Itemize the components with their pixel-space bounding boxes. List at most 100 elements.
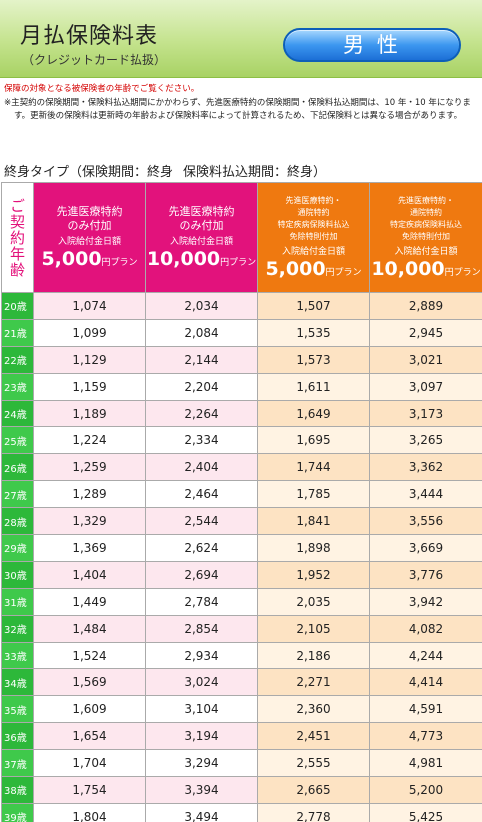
premium-cell: 2,084 xyxy=(145,318,258,347)
premium-cell: 3,024 xyxy=(145,668,258,697)
table-row: 35歳 1,609 3,104 2,360 4,591 xyxy=(1,695,482,724)
plan-benefit: 入院給付金日額 xyxy=(169,237,233,247)
gender-male-button[interactable]: 男 性 xyxy=(283,28,461,62)
age-cell: 37歳 xyxy=(1,749,34,778)
premium-cell: 1,404 xyxy=(33,560,146,589)
age-cell: 39歳 xyxy=(1,802,34,822)
plan-unit: 円プラン xyxy=(444,268,481,278)
age-cell: 24歳 xyxy=(1,399,34,428)
premium-cell: 3,444 xyxy=(369,480,482,509)
premium-cell: 1,289 xyxy=(33,480,146,509)
premium-cell: 4,414 xyxy=(369,668,482,697)
premium-cell: 1,099 xyxy=(33,318,146,347)
plan-header-5000-full: 先進医療特約・ 通院特約 特定疾病保険料払込 免除特則付加 入院給付金日額 5,… xyxy=(257,182,370,293)
age-cell: 28歳 xyxy=(1,507,34,536)
premium-cell: 2,451 xyxy=(257,722,370,751)
table-row: 38歳 1,754 3,394 2,665 5,200 xyxy=(1,776,482,804)
age-cell: 27歳 xyxy=(1,480,34,509)
plan-header-10000-full: 先進医療特約・ 通院特約 特定疾病保険料払込 免除特則付加 入院給付金日額 10… xyxy=(369,182,482,293)
premium-cell: 3,942 xyxy=(369,587,482,616)
premium-cell: 2,105 xyxy=(257,614,370,643)
premium-cell: 2,271 xyxy=(257,668,370,697)
premium-cell: 3,494 xyxy=(145,802,258,822)
premium-cell: 4,244 xyxy=(369,641,482,670)
section-title: 終身タイプ（保険期間：終身 保険料払込期間：終身） xyxy=(4,161,326,180)
plan-line1: 先進医療特約 xyxy=(56,205,123,218)
premium-cell: 2,778 xyxy=(257,802,370,822)
table-row: 27歳 1,289 2,464 1,785 3,444 xyxy=(1,480,482,509)
plan-unit: 円プラン xyxy=(325,268,362,278)
premium-cell: 4,591 xyxy=(369,695,482,724)
plan-line2: のみ付加 xyxy=(179,219,224,232)
plan-line2: 通院特約 xyxy=(297,208,330,217)
premium-cell: 3,394 xyxy=(145,776,258,804)
page-header: 月払保険料表 （クレジットカード払扱） 男 性 xyxy=(0,0,482,78)
plan-line4: 免除特則付加 xyxy=(402,232,450,241)
plan-amount: 5,000 xyxy=(265,258,326,280)
premium-cell: 1,189 xyxy=(33,399,146,428)
premium-cell: 1,507 xyxy=(257,292,370,320)
age-cell: 36歳 xyxy=(1,722,34,751)
age-cell: 22歳 xyxy=(1,345,34,374)
plan-benefit: 入院給付金日額 xyxy=(57,237,121,247)
premium-cell: 3,669 xyxy=(369,534,482,562)
plan-header-5000-basic: 先進医療特約 のみ付加 入院給付金日額 5,000円プラン xyxy=(33,182,146,293)
page-title: 月払保険料表 xyxy=(20,24,159,49)
age-cell: 20歳 xyxy=(1,292,34,320)
premium-cell: 1,484 xyxy=(33,614,146,643)
premium-cell: 5,200 xyxy=(369,776,482,804)
plan-line1: 先進医療特約 xyxy=(168,205,235,218)
table-row: 32歳 1,484 2,854 2,105 4,082 xyxy=(1,614,482,643)
plan-line2: 通院特約 xyxy=(410,208,442,217)
age-cell: 29歳 xyxy=(1,534,34,562)
premium-cell: 1,649 xyxy=(257,399,370,428)
table-row: 20歳 1,074 2,034 1,507 2,889 xyxy=(1,292,482,320)
premium-cell: 2,264 xyxy=(145,399,258,428)
age-cell: 33歳 xyxy=(1,641,34,670)
plan-amount: 10,000 xyxy=(146,248,221,270)
premium-cell: 2,404 xyxy=(145,453,258,482)
plan-amount: 10,000 xyxy=(371,258,445,280)
premium-cell: 1,129 xyxy=(33,345,146,374)
premium-cell: 1,074 xyxy=(33,292,146,320)
table-row: 29歳 1,369 2,624 1,898 3,669 xyxy=(1,534,482,562)
age-column-header: ご契約年齢 xyxy=(1,182,34,293)
age-cell: 38歳 xyxy=(1,776,34,804)
premium-cell: 4,981 xyxy=(369,749,482,778)
plan-amount: 5,000 xyxy=(41,248,102,270)
notes: 保障の対象となる被保険者の年齢でご覧ください。 ※主契約の保険期間・保険料払込期… xyxy=(4,83,480,123)
premium-cell: 1,569 xyxy=(33,668,146,697)
premium-cell: 1,841 xyxy=(257,507,370,536)
table-row: 28歳 1,329 2,544 1,841 3,556 xyxy=(1,507,482,536)
premium-cell: 1,785 xyxy=(257,480,370,509)
plan-line2: のみ付加 xyxy=(67,219,112,232)
premium-cell: 3,294 xyxy=(145,749,258,778)
premium-cell: 1,952 xyxy=(257,560,370,589)
age-cell: 21歳 xyxy=(1,318,34,347)
premium-cell: 3,776 xyxy=(369,560,482,589)
age-cell: 30歳 xyxy=(1,560,34,589)
age-cell: 26歳 xyxy=(1,453,34,482)
premium-cell: 2,186 xyxy=(257,641,370,670)
age-cell: 35歳 xyxy=(1,695,34,724)
premium-cell: 1,611 xyxy=(257,372,370,401)
premium-cell: 2,360 xyxy=(257,695,370,724)
premium-cell: 2,945 xyxy=(369,318,482,347)
plan-unit: 円プラン xyxy=(101,258,138,268)
premium-cell: 2,889 xyxy=(369,292,482,320)
premium-cell: 2,784 xyxy=(145,587,258,616)
premium-cell: 1,654 xyxy=(33,722,146,751)
premium-cell: 4,082 xyxy=(369,614,482,643)
premium-cell: 1,898 xyxy=(257,534,370,562)
premium-cell: 3,097 xyxy=(369,372,482,401)
plan-line4: 免除特則付加 xyxy=(289,232,338,241)
premium-cell: 2,544 xyxy=(145,507,258,536)
premium-table: ご契約年齢 先進医療特約 のみ付加 入院給付金日額 5,000円プラン 先進医療… xyxy=(1,182,482,822)
section-period-payment: 保険料払込期間：終身） xyxy=(183,165,327,180)
table-row: 33歳 1,524 2,934 2,186 4,244 xyxy=(1,641,482,670)
age-cell: 25歳 xyxy=(1,426,34,455)
premium-cell: 2,334 xyxy=(145,426,258,455)
table-row: 30歳 1,404 2,694 1,952 3,776 xyxy=(1,560,482,589)
premium-cell: 2,934 xyxy=(145,641,258,670)
section-type: 終身タイプ xyxy=(4,165,70,180)
